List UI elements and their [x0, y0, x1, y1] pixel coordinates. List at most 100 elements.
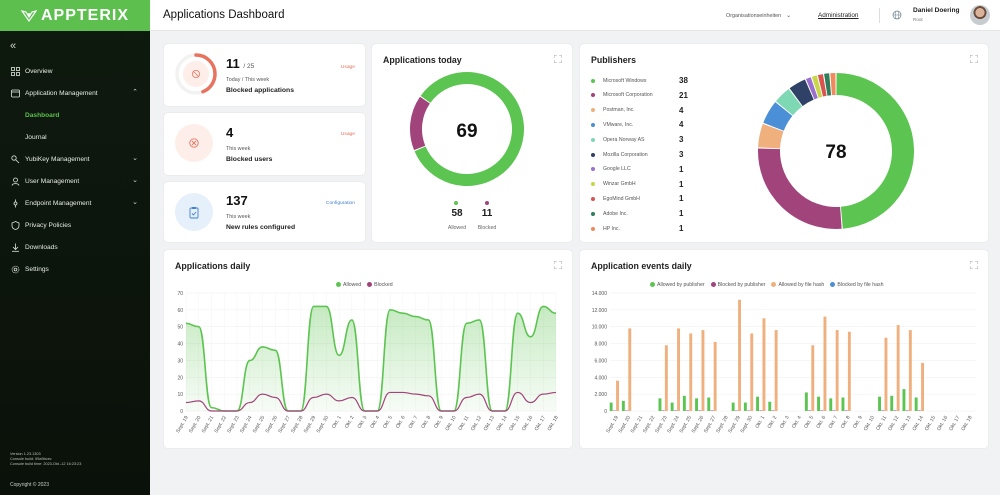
- x-tick-label: Sept. 30: [740, 415, 755, 434]
- legend-label: Blocked by file hash: [837, 282, 884, 288]
- logo-wings-icon: [20, 9, 37, 22]
- sidebar-item-application-management[interactable]: Application Management ⌃: [0, 82, 150, 104]
- series-line-blocked: [185, 391, 557, 412]
- bar-allowed-by-publisher: [768, 401, 772, 411]
- new-rules-configuration-link[interactable]: Configuration: [325, 201, 355, 206]
- chart-legend: Allowed by publisher Blocked by publisher…: [650, 282, 883, 288]
- blocked-users-card: 4 This week Blocked users Usage: [164, 113, 365, 175]
- block-icon: [189, 138, 199, 148]
- x-tick-label: Okt. 8: [420, 415, 432, 430]
- expand-icon[interactable]: [554, 261, 562, 269]
- bar-blocked-by-publisher: [673, 410, 677, 411]
- download-icon: [10, 242, 21, 253]
- x-tick-label: Okt. 8: [840, 415, 852, 430]
- sidebar-item-user-management[interactable]: User Management ⌄: [0, 170, 150, 192]
- y-tick-label: 10.000: [592, 325, 608, 331]
- version-line: Version 1.23.1303: [10, 452, 41, 456]
- sidebar-item-label: Journal: [25, 133, 47, 141]
- bar-allowed-by-file-hash: [750, 333, 754, 411]
- bar-allowed-by-publisher: [731, 402, 735, 411]
- sidebar-item-privacy-policies[interactable]: Privacy Policies: [0, 214, 150, 236]
- bar-allowed-by-publisher: [658, 398, 662, 411]
- publisher-name: VMware, Inc.: [603, 121, 634, 128]
- legend-item-blocked[interactable]: Blocked: [367, 282, 393, 288]
- bar-allowed-by-file-hash: [908, 330, 912, 411]
- x-tick-label: Okt. 1: [331, 415, 343, 430]
- sidebar-item-overview[interactable]: Overview: [0, 60, 150, 82]
- chart-legend: Allowed Blocked: [336, 282, 393, 288]
- applications-today-card: Applications today 69 58 11 Allowed Bloc…: [372, 44, 572, 242]
- blocked-apps-usage-link[interactable]: Usage: [340, 65, 355, 70]
- publisher-count: 1: [679, 209, 684, 219]
- publisher-name: HP Inc.: [603, 225, 620, 232]
- sidebar-item-settings[interactable]: Settings: [0, 258, 150, 280]
- sidebar-item-label: Downloads: [25, 243, 58, 251]
- y-tick-label: 50: [177, 325, 183, 331]
- y-tick-label: 0: [180, 409, 183, 415]
- bar-allowed-by-file-hash: [628, 328, 632, 411]
- y-tick-label: 2.000: [594, 392, 607, 398]
- expand-icon[interactable]: [970, 55, 978, 63]
- logo[interactable]: APPTERIX: [0, 0, 150, 31]
- publisher-dot: [591, 211, 595, 216]
- legend-item[interactable]: Allowed by file hash: [771, 282, 824, 288]
- legend-item[interactable]: Blocked by file hash: [830, 282, 883, 288]
- expand-icon[interactable]: [554, 55, 562, 63]
- x-tick-label: Okt. 7: [828, 415, 840, 430]
- publisher-name: Winzar GmbH: [603, 181, 636, 188]
- administration-link[interactable]: Administration: [818, 11, 859, 19]
- expand-icon[interactable]: [970, 261, 978, 269]
- new-rules-icon-wrap: [175, 193, 213, 231]
- publisher-name: Mozilla Corporation: [603, 151, 648, 158]
- publisher-count: 3: [679, 135, 684, 145]
- legend-label: Allowed by file hash: [778, 282, 825, 288]
- card-title: Applications daily: [175, 261, 251, 271]
- blocked-users-usage-link[interactable]: Usage: [340, 132, 355, 137]
- donut-slice-publisher: [817, 74, 827, 97]
- sidebar-item-label: User Management: [25, 177, 80, 185]
- bar-blocked-by-publisher: [917, 410, 921, 411]
- y-tick-label: 70: [177, 291, 183, 297]
- sidebar: APPTERIX « Overview Application Managemen…: [0, 0, 150, 495]
- collapse-sidebar-icon[interactable]: «: [10, 40, 17, 52]
- x-tick-label: Okt. 14: [495, 415, 508, 432]
- x-tick-label: Okt. 9: [852, 415, 864, 430]
- publisher-name: Opera Norway AS: [603, 136, 645, 143]
- avatar[interactable]: [970, 5, 990, 25]
- y-tick-label: 30: [177, 358, 183, 364]
- bar-allowed-by-publisher: [621, 400, 625, 411]
- sidebar-item-endpoint-management[interactable]: Endpoint Management ⌄: [0, 192, 150, 214]
- bar-allowed-by-publisher: [878, 396, 881, 411]
- publisher-row: Adobe Inc. 1: [591, 207, 691, 220]
- version-info: Version 1.23.1303 Console build: 59a9bce…: [10, 452, 81, 467]
- org-unit-select[interactable]: Organisationseinheiten ⌄: [726, 12, 791, 19]
- chevron-down-icon: ⌄: [786, 13, 792, 19]
- legend-item[interactable]: Blocked by publisher: [710, 282, 765, 288]
- bar-allowed-by-publisher: [682, 395, 686, 411]
- publisher-name: Postman, Inc.: [603, 107, 635, 114]
- logo-text: APPTERIX: [40, 6, 129, 24]
- publisher-count: 1: [679, 164, 684, 174]
- x-tick-label: Okt. 10: [444, 415, 457, 432]
- x-tick-label: Okt. 1: [754, 415, 766, 430]
- publishers-card: Publishers Microsoft Windows 38 Microsoft …: [580, 44, 988, 242]
- publisher-count: 21: [679, 90, 688, 100]
- user-name[interactable]: Daniel Doering: [913, 7, 960, 14]
- publisher-dot: [591, 93, 595, 98]
- sidebar-item-yubikey-management[interactable]: YubiKey Management ⌄: [0, 148, 150, 170]
- publisher-count: 4: [679, 120, 684, 130]
- legend-item[interactable]: Allowed by publisher: [650, 282, 705, 288]
- publisher-count: 4: [679, 105, 684, 115]
- globe-icon[interactable]: [892, 10, 902, 20]
- publisher-count: 38: [679, 76, 688, 85]
- sidebar-item-downloads[interactable]: Downloads: [0, 236, 150, 258]
- x-tick-label: Okt. 7: [408, 415, 420, 430]
- sidebar-item-dashboard[interactable]: Dashboard: [0, 104, 150, 126]
- legend-label: Blocked: [374, 282, 393, 288]
- bar-blocked-by-publisher: [893, 410, 897, 411]
- legend-item-allowed[interactable]: Allowed: [336, 282, 361, 288]
- bar-allowed-by-file-hash: [738, 299, 741, 411]
- publisher-dot: [591, 167, 595, 172]
- y-tick-label: 6.000: [594, 358, 607, 364]
- sidebar-item-journal[interactable]: Journal: [0, 126, 150, 148]
